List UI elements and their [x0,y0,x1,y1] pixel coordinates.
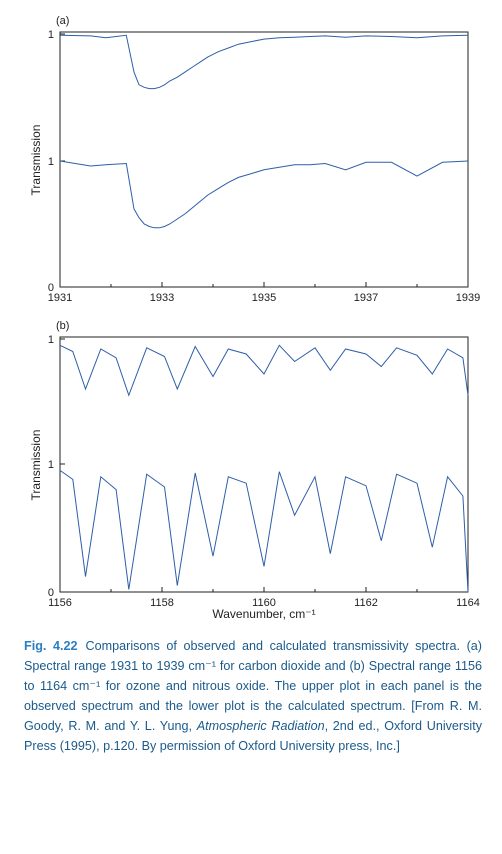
y-axis-label: Transmission [29,125,43,196]
y-tick-label: 0 [48,587,54,599]
x-axis-label: Wavenumber, cm⁻¹ [212,607,315,620]
y-tick-label: 1 [48,156,54,168]
figure-number: Fig. 4.22 [24,639,78,653]
x-tick-label: 1935 [252,292,276,304]
tick-marks [59,338,469,593]
source-title: Atmospheric Radiation [196,719,325,733]
series-observed-line [59,344,469,397]
plot-frame [59,336,469,593]
series-calculated-line [59,160,469,229]
y-tick-label: 1 [48,459,54,471]
panel-b: (b) Transmission 0 1 1 1156 1158 1160 11… [29,320,480,620]
panel-label: (a) [56,15,69,27]
panel-label: (b) [56,320,69,332]
y-tick-label: 1 [48,29,54,41]
x-tick-label: 1933 [150,292,174,304]
series-observed-line [59,34,469,90]
figure-caption: Fig. 4.22 Comparisons of observed and cal… [24,636,482,756]
x-tick-label: 1156 [48,597,72,609]
x-tick-label: 1162 [354,597,378,609]
source-details: , 2nd ed., Oxford University Press (1995… [24,719,483,753]
x-tick-label: 1939 [456,292,480,304]
series-calculated-line [59,469,469,593]
x-tick-label: 1160 [252,597,276,609]
caption-text: Comparisons of observed and calculated t… [24,639,482,733]
plot-frame [59,31,469,288]
figure: (a) Transmission 0 1 1 1931 1933 1935 19… [29,15,480,620]
y-tick-label: 0 [48,282,54,294]
y-tick-label: 1 [48,334,54,346]
x-tick-label: 1158 [150,597,174,609]
tick-marks [59,33,469,288]
x-tick-label: 1164 [456,597,480,609]
x-tick-label: 1931 [48,292,72,304]
x-tick-label: 1937 [354,292,378,304]
y-axis-label: Transmission [29,430,43,501]
panel-a: (a) Transmission 0 1 1 1931 1933 1935 19… [29,15,480,304]
